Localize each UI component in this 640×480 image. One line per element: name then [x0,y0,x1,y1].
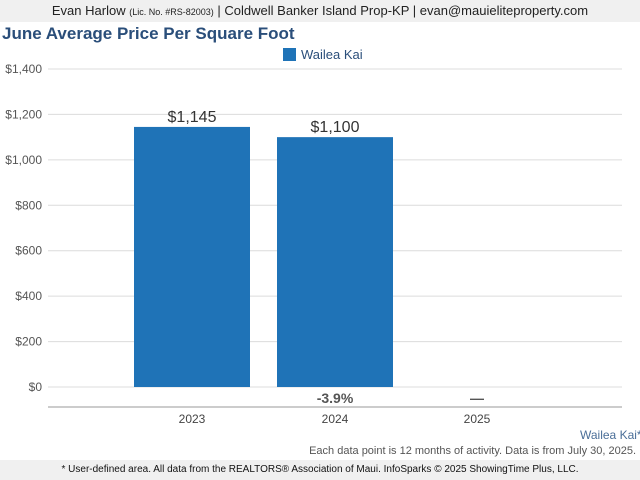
header-separator-2: | [412,3,417,18]
y-tick-label: $1,000 [5,153,42,167]
chart-legend[interactable]: Wailea Kai [283,46,363,62]
source-attribution: * User-defined area. All data from the R… [0,460,640,480]
y-tick-label: $800 [15,198,42,212]
change-label: — [470,390,484,406]
bar-value-label: $1,100 [311,119,360,136]
header-separator-1: | [217,3,221,18]
data-note: Each data point is 12 months of activity… [309,445,636,457]
bar-chart: $0 $200 $400 $600 $800 $1,000 $1,200 $1,400 $1,… [5,62,622,426]
y-tick-label: $1,200 [5,107,42,121]
bar-2023 [134,126,250,388]
legend-label: Wailea Kai [301,46,363,62]
legend-swatch [283,47,296,61]
y-axis-ticks: $0 $200 $400 $600 $800 $1,000 $1,200 $1,400 [5,62,42,394]
header-bar: Evan Harlow (Lic. No. #RS-82003) | Coldw… [0,0,640,22]
x-tick-label: 2024 [322,412,349,426]
bars [134,126,393,388]
y-tick-label: $400 [15,289,42,303]
y-tick-label: $1,400 [5,62,42,76]
x-tick-label: 2023 [179,412,206,426]
bar-value-label: $1,145 [168,109,217,126]
brokerage-name: Coldwell Banker Island Prop-KP [224,3,410,18]
bar-2024 [277,137,393,387]
y-tick-label: $600 [15,244,42,258]
agent-email[interactable]: evan@mauieliteproperty.com [419,3,589,18]
y-tick-label: $0 [29,380,43,394]
chart-title: June Average Price Per Square Foot [2,24,295,43]
y-tick-label: $200 [15,335,42,349]
x-axis-ticks: 2023 2024 2025 [179,412,491,426]
agent-name: Evan Harlow [51,3,126,18]
area-label: Wailea Kai* [580,428,640,442]
change-label: -3.9% [317,390,354,406]
agent-license: (Lic. No. #RS-82003) [129,7,214,17]
data-labels: $1,145 $1,100 -3.9% — [168,109,484,406]
x-tick-label: 2025 [464,412,491,426]
